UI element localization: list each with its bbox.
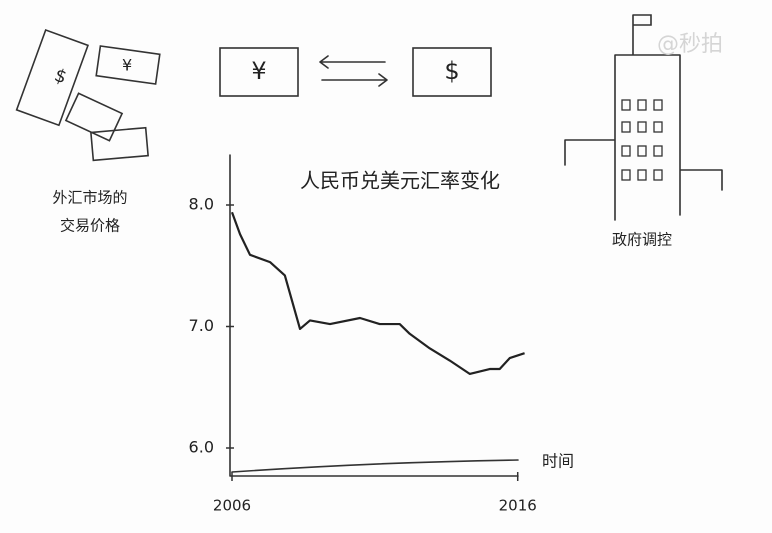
x-axis-label: 时间 — [542, 452, 574, 471]
caption: 政府调控 — [612, 231, 672, 249]
money-symbol: ¥ — [122, 56, 132, 75]
axes — [229, 154, 519, 477]
y-tick-label: 6.0 — [189, 438, 214, 457]
caption: 交易价格 — [60, 217, 120, 235]
y-tick-label: 8.0 — [189, 195, 214, 214]
dollar-symbol: $ — [444, 57, 459, 85]
caption: 外汇市场的 — [52, 189, 127, 207]
dollar-box — [412, 47, 492, 97]
yuan-box — [219, 47, 299, 97]
exchange-arrows — [319, 55, 388, 87]
yuan-symbol: ¥ — [251, 57, 266, 85]
building-illustration — [564, 14, 723, 221]
x-tick-label: 2016 — [499, 497, 537, 515]
y-tick-label: 7.0 — [189, 316, 214, 335]
chart-title: 人民币兑美元汇率变化 — [300, 169, 500, 193]
watermark: @秒拍 — [657, 32, 723, 57]
line — [230, 211, 525, 375]
axis-decoration — [231, 459, 519, 473]
x-tick-label: 2006 — [213, 497, 251, 515]
